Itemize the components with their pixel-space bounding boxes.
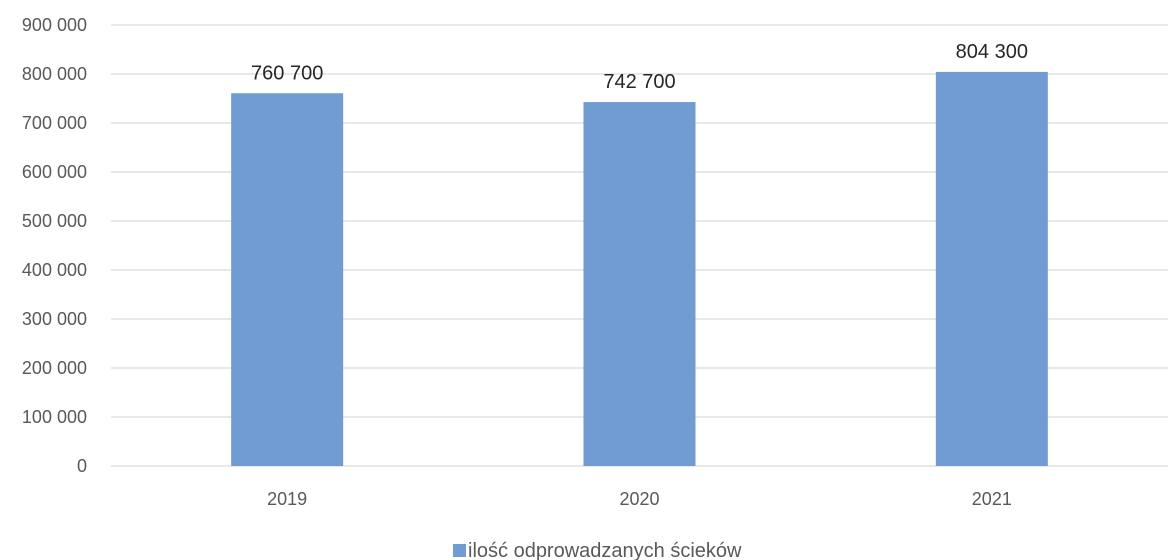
- legend-swatch: [453, 544, 466, 557]
- x-tick-label: 2020: [619, 489, 659, 509]
- y-tick-label: 500 000: [22, 211, 87, 231]
- x-tick-label: 2019: [267, 489, 307, 509]
- y-tick-label: 600 000: [22, 162, 87, 182]
- bar: [935, 71, 1048, 466]
- y-tick-label: 800 000: [22, 64, 87, 84]
- x-tick-label: 2021: [972, 489, 1012, 509]
- bar-value-label: 804 300: [956, 41, 1028, 63]
- y-tick-label: 300 000: [22, 309, 87, 329]
- legend-label: ilość odprowadzanych ścieków: [468, 540, 742, 560]
- y-tick-label: 200 000: [22, 358, 87, 378]
- data-labels: 760 700 742 700 804 300: [251, 41, 1028, 93]
- y-tick-label: 400 000: [22, 260, 87, 280]
- y-tick-label: 0: [77, 456, 87, 476]
- bars: [231, 71, 1048, 467]
- y-tick-label: 700 000: [22, 113, 87, 133]
- bar-value-label: 742 700: [603, 71, 675, 93]
- bar-value-label: 760 700: [251, 62, 323, 84]
- y-tick-label: 900 000: [22, 15, 87, 35]
- y-axis-tick-labels: 0 100 000 200 000 300 000 400 000 500 000 600 …: [22, 15, 87, 476]
- legend: ilość odprowadzanych ścieków: [453, 540, 742, 560]
- bar: [231, 93, 344, 466]
- x-axis-tick-labels: 2019 2020 2021: [267, 489, 1012, 509]
- bar: [583, 102, 696, 467]
- y-tick-label: 100 000: [22, 407, 87, 427]
